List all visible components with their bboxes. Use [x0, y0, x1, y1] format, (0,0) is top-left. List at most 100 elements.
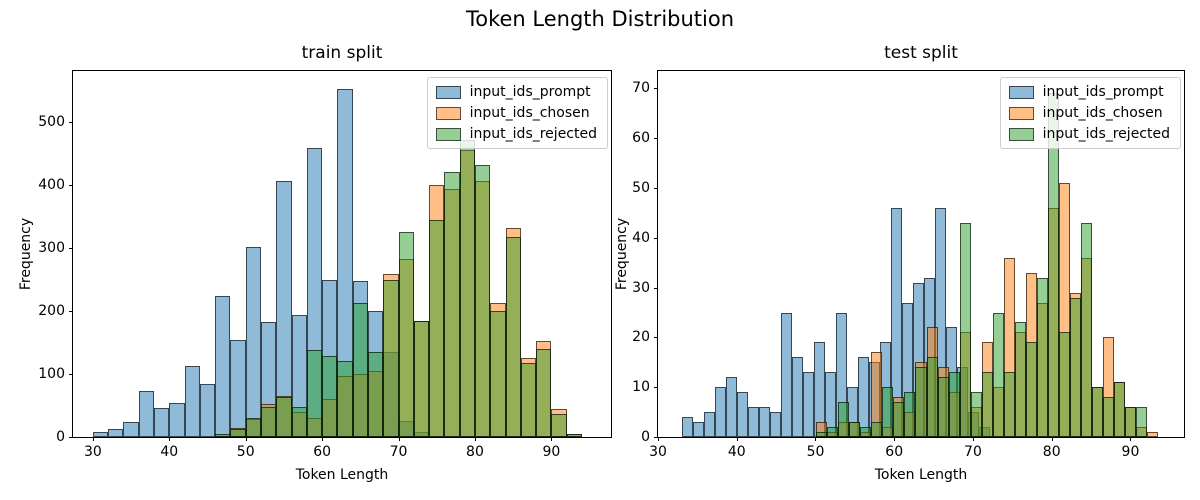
- hist-bar-input_ids_prompt: [769, 412, 781, 437]
- x-tick-mark: [894, 437, 896, 441]
- legend-entry-input_ids_chosen: input_ids_chosen: [1008, 105, 1170, 121]
- hist-bar-input_ids_rejected: [849, 422, 861, 437]
- hist-bar-input_ids_rejected: [1124, 407, 1136, 437]
- y-tick-label: 60: [632, 130, 650, 147]
- hist-bar-input_ids_rejected: [1102, 397, 1114, 437]
- hist-bar-input_ids_rejected: [838, 402, 850, 437]
- legend-label: input_ids_rejected: [1042, 126, 1170, 142]
- hist-bar-input_ids_rejected: [1025, 342, 1037, 437]
- x-tick-mark: [322, 437, 324, 441]
- hist-bar-input_ids_rejected: [505, 237, 521, 437]
- hist-bar-input_ids_rejected: [352, 302, 368, 437]
- hist-bar-input_ids_prompt: [736, 392, 748, 437]
- y-tick-label: 200: [38, 303, 65, 319]
- x-tick-mark: [658, 437, 659, 441]
- y-tick-label: 100: [38, 366, 65, 382]
- y-tick-mark: [654, 237, 658, 239]
- hist-bar-input_ids_rejected: [937, 377, 949, 437]
- x-tick-mark: [815, 437, 817, 441]
- train-split-title: train split: [301, 43, 383, 63]
- hist-bar-input_ids_rejected: [337, 361, 353, 437]
- legend-swatch-icon: [1008, 127, 1034, 141]
- test-legend: input_ids_prompt input_ids_chosen input_id…: [999, 77, 1181, 149]
- hist-bar-input_ids_prompt: [747, 407, 759, 437]
- hist-bar-input_ids_rejected: [827, 427, 839, 437]
- legend-swatch-icon: [435, 85, 461, 99]
- x-tick-label: 50: [236, 444, 255, 460]
- x-tick-mark: [972, 437, 974, 441]
- x-tick-mark: [1130, 437, 1132, 441]
- legend-label: input_ids_chosen: [1042, 105, 1163, 121]
- x-tick-mark: [169, 437, 171, 441]
- x-tick-mark: [474, 437, 476, 441]
- x-tick-mark: [92, 437, 94, 441]
- hist-bar-input_ids_rejected: [1069, 297, 1081, 437]
- hist-bar-input_ids_rejected: [444, 172, 460, 437]
- hist-bar-input_ids_rejected: [276, 397, 292, 437]
- hist-bar-input_ids_rejected: [1058, 332, 1070, 437]
- hist-bar-input_ids_rejected: [322, 356, 338, 437]
- y-tick-mark: [69, 185, 73, 187]
- hist-bar-input_ids_prompt: [703, 412, 715, 437]
- train-legend: input_ids_prompt input_ids_chosen input_id…: [426, 77, 608, 149]
- y-tick-mark: [654, 138, 658, 140]
- y-tick-label: 40: [632, 229, 650, 246]
- hist-bar-input_ids_rejected: [306, 350, 323, 437]
- hist-bar-input_ids_rejected: [893, 402, 905, 437]
- y-tick-label: 300: [38, 240, 65, 256]
- hist-bar-input_ids_prompt: [215, 295, 231, 437]
- legend-label: input_ids_chosen: [469, 105, 590, 121]
- x-tick-label: 90: [542, 444, 561, 460]
- hist-bar-input_ids_rejected: [245, 418, 261, 437]
- hist-bar-input_ids_prompt: [802, 372, 814, 437]
- y-tick-mark: [654, 88, 658, 90]
- hist-bar-input_ids_rejected: [926, 357, 938, 437]
- y-tick-label: 70: [632, 80, 650, 97]
- hist-bar-input_ids_rejected: [1135, 407, 1147, 437]
- hist-bar-input_ids_rejected: [1036, 277, 1048, 437]
- y-tick-mark: [654, 287, 658, 289]
- hist-bar-input_ids_rejected: [1003, 372, 1015, 437]
- hist-bar-input_ids_prompt: [714, 387, 726, 437]
- y-tick-mark: [654, 188, 658, 190]
- hist-bar-input_ids_prompt: [199, 384, 216, 437]
- x-tick-label: 80: [466, 444, 484, 460]
- legend-swatch-icon: [1008, 85, 1034, 99]
- legend-entry-input_ids_rejected: input_ids_rejected: [1008, 126, 1170, 142]
- x-tick-label: 50: [806, 444, 825, 460]
- hist-bar-input_ids_rejected: [871, 422, 883, 437]
- y-tick-label: 0: [641, 429, 650, 445]
- x-tick-label: 80: [1042, 444, 1061, 460]
- train-x-axis-label: Token Length: [295, 467, 389, 483]
- hist-bar-input_ids_rejected: [429, 219, 445, 437]
- x-tick-label: 70: [964, 444, 982, 460]
- hist-bar-input_ids_rejected: [981, 372, 993, 437]
- hist-bar-input_ids_rejected: [260, 407, 277, 437]
- hist-bar-input_ids_prompt: [184, 365, 200, 437]
- x-tick-label: 40: [160, 444, 179, 460]
- hist-bar-input_ids_rejected: [551, 413, 567, 437]
- hist-bar-input_ids_rejected: [948, 372, 960, 437]
- hist-bar-input_ids_rejected: [398, 232, 414, 437]
- y-tick-label: 50: [632, 180, 650, 197]
- hist-bar-input_ids_rejected: [291, 407, 307, 437]
- y-tick-mark: [69, 122, 73, 124]
- y-tick-label: 10: [632, 379, 650, 396]
- y-tick-label: 400: [38, 177, 65, 194]
- hist-bar-input_ids_rejected: [413, 321, 430, 437]
- y-tick-label: 20: [632, 329, 650, 346]
- train-y-axis-label: Frequency: [18, 217, 34, 291]
- hist-bar-input_ids_prompt: [681, 417, 693, 437]
- y-tick-label: 0: [56, 429, 65, 445]
- axes-train-split: train split 30 40 50 60 70 80 90 0 100 200 300 400 5…: [18, 43, 612, 483]
- hist-bar-input_ids_prompt: [154, 408, 170, 437]
- hist-bar-input_ids_rejected: [520, 363, 537, 437]
- hist-bar-input_ids_chosen: [1146, 432, 1158, 437]
- y-tick-label: 500: [38, 114, 65, 131]
- hist-bar-input_ids_prompt: [169, 402, 185, 437]
- hist-bar-input_ids_rejected: [383, 279, 399, 437]
- hist-bar-input_ids_rejected: [860, 427, 872, 437]
- test-y-axis-label: Frequency: [614, 217, 630, 291]
- hist-bar-input_ids_prompt: [123, 421, 139, 437]
